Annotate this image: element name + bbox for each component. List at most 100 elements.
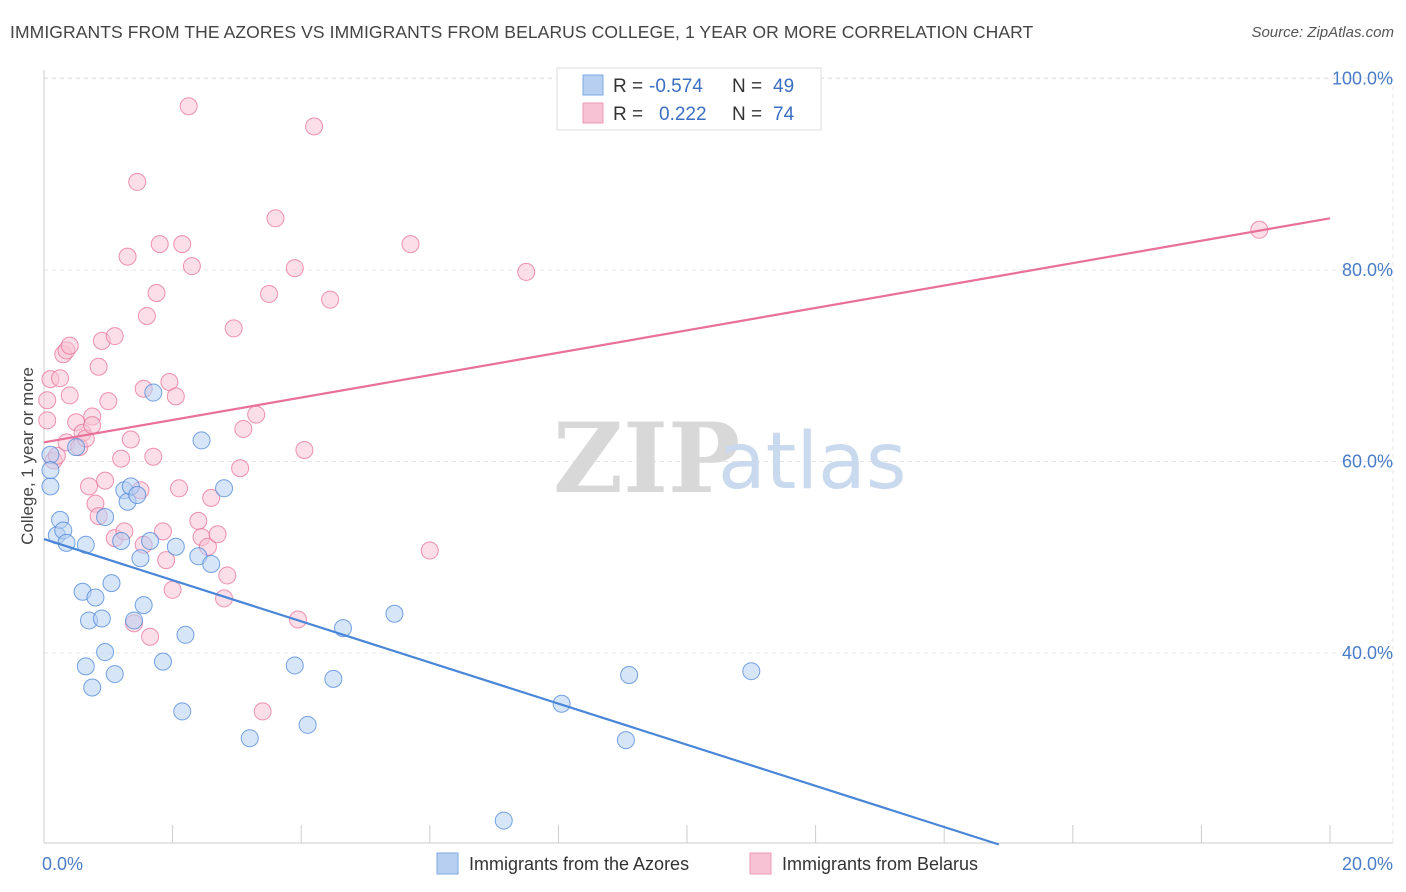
azores-point [298, 715, 317, 734]
belarus-point [153, 522, 172, 541]
belarus-point [51, 369, 70, 388]
belarus-point [150, 235, 169, 254]
azores-point [41, 477, 60, 496]
azores-trend-line [43, 538, 1000, 846]
belarus-point [305, 117, 324, 136]
belarus-point [224, 319, 243, 338]
y-axis-title: College, 1 year or more [18, 367, 37, 545]
azores-point [176, 625, 195, 644]
azores-point [173, 702, 192, 721]
y-tick-label: 100.0% [1332, 69, 1393, 89]
azores-point [166, 537, 185, 556]
azores-point [153, 652, 172, 671]
belarus-point [218, 566, 237, 585]
belarus-point [247, 405, 266, 424]
belarus-point [182, 257, 201, 276]
belarus-point [173, 235, 192, 254]
azores-point [385, 604, 404, 623]
azores-point [41, 445, 60, 464]
watermark: ZIP atlas [553, 402, 907, 515]
belarus-point [141, 627, 160, 646]
azores-point [67, 438, 86, 457]
x-tick-max: 20.0% [1342, 854, 1393, 874]
series-legend: Immigrants from the Azores Immigrants fr… [436, 852, 978, 875]
azores-point [240, 729, 259, 748]
belarus-trend-line [43, 217, 1331, 444]
belarus-point [295, 441, 314, 460]
belarus-point [60, 336, 79, 355]
series-azores-points [41, 383, 761, 830]
legend-swatch-belarus [582, 102, 604, 124]
belarus-point [321, 290, 340, 309]
belarus-point [38, 391, 57, 410]
azores-point [192, 431, 211, 450]
belarus-point [99, 392, 118, 411]
belarus-point [144, 447, 163, 466]
azores-point [86, 588, 105, 607]
bottom-legend-label-belarus: Immigrants from Belarus [782, 854, 978, 874]
belarus-point [96, 471, 115, 490]
azores-point [76, 657, 95, 676]
azores-point [616, 731, 635, 750]
azores-point [620, 666, 639, 685]
watermark-atlas: atlas [718, 417, 907, 507]
correlation-legend: R = -0.574 N = 49 R = 0.222 N = 74 [556, 67, 822, 131]
legend-r-label-belarus: R = [613, 104, 643, 125]
y-tick-label: 80.0% [1342, 260, 1393, 280]
belarus-point [202, 488, 221, 507]
azores-point [324, 669, 343, 688]
azores-point [144, 383, 163, 402]
belarus-point [105, 327, 124, 346]
belarus-point [266, 209, 285, 228]
belarus-point [234, 419, 253, 438]
source-label: Source: ZipAtlas.com [1251, 24, 1394, 41]
belarus-point [285, 259, 304, 278]
y-tick-label: 40.0% [1342, 643, 1393, 663]
legend-swatch-azores [582, 74, 604, 96]
belarus-point [89, 357, 108, 376]
legend-n-label-belarus: N = [732, 104, 762, 125]
watermark-zip: ZIP [553, 402, 740, 515]
azores-point [96, 643, 115, 662]
belarus-point [401, 235, 420, 254]
belarus-point [420, 541, 439, 560]
azores-point [215, 479, 234, 498]
belarus-point [157, 551, 176, 570]
belarus-point [60, 386, 79, 405]
x-tick-min: 0.0% [42, 854, 83, 874]
belarus-point [121, 430, 140, 449]
azores-point [41, 461, 60, 480]
legend-r-value-azores: -0.574 [649, 76, 703, 97]
belarus-point [179, 97, 198, 116]
belarus-point [137, 306, 156, 325]
belarus-point [166, 387, 185, 406]
azores-point [105, 665, 124, 684]
belarus-point [170, 479, 189, 498]
azores-point [102, 574, 121, 593]
belarus-point [112, 449, 131, 468]
bottom-legend-label-azores: Immigrants from the Azores [469, 854, 689, 874]
azores-point [96, 508, 115, 527]
azores-point [131, 549, 150, 568]
legend-n-value-azores: 49 [773, 76, 794, 97]
azores-point [112, 531, 131, 550]
belarus-point [189, 511, 208, 530]
azores-point [134, 596, 153, 615]
belarus-point [128, 172, 147, 191]
belarus-point [163, 580, 182, 599]
belarus-point [208, 525, 227, 544]
belarus-point [260, 284, 279, 303]
belarus-point [231, 459, 250, 478]
azores-point [141, 531, 160, 550]
bottom-legend-swatch-belarus [749, 852, 772, 875]
belarus-point [118, 247, 137, 266]
legend-n-value-belarus: 74 [773, 104, 795, 125]
belarus-point [38, 411, 57, 430]
legend-r-value-belarus: 0.222 [659, 104, 707, 125]
y-tick-labels: 40.0% 60.0% 80.0% 100.0% [1332, 69, 1393, 664]
legend-n-label-azores: N = [732, 76, 762, 97]
trend-lines [43, 217, 1331, 846]
azores-point [125, 611, 144, 630]
bottom-legend-swatch-azores [436, 852, 459, 875]
